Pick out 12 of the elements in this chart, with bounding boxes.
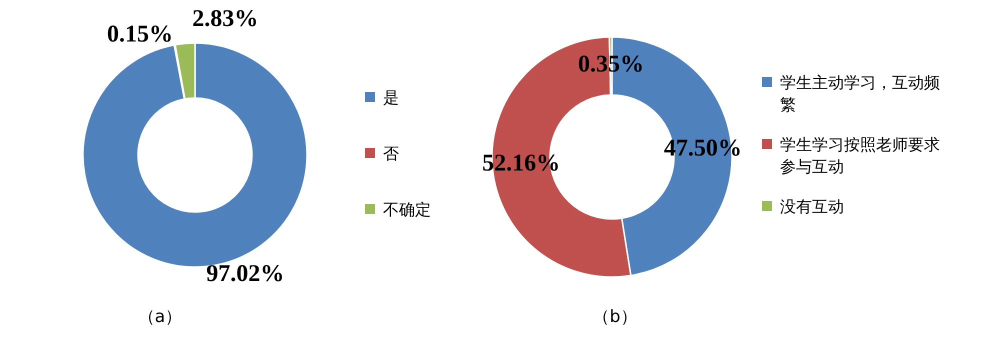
data-label: 97.02% — [206, 260, 284, 287]
data-label: 0.15% — [107, 22, 174, 48]
legend-label: 不确定 — [383, 200, 431, 219]
legend-label: 学生学习按照老师要求参与互动 — [780, 135, 940, 176]
text: （b） — [592, 307, 638, 327]
data-label: 0.35% — [578, 51, 644, 78]
legend-label: 否 — [383, 144, 399, 163]
data-label: 2.83% — [192, 6, 258, 32]
legend-label: 没有互动 — [780, 197, 844, 216]
text: （a） — [138, 307, 182, 327]
legend-label: 是 — [383, 88, 399, 107]
legend-label: 学生主动学习，互动频繁 — [780, 73, 940, 114]
